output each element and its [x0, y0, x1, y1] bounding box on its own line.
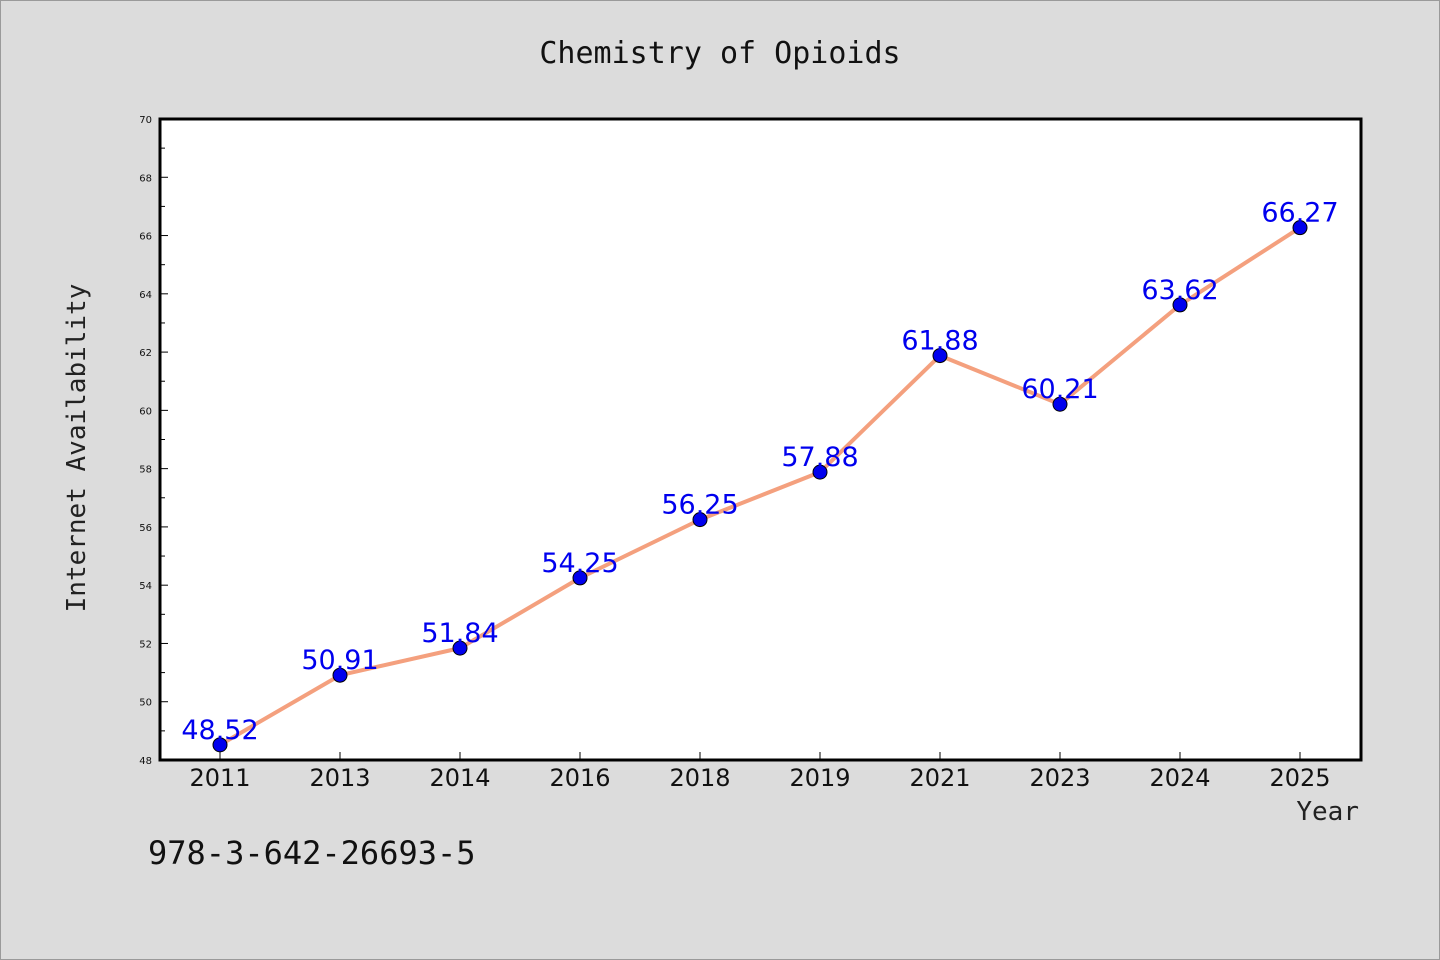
data-label: 63.62: [1141, 275, 1218, 306]
data-point: [1052, 396, 1068, 412]
y-tick-label: 70: [139, 115, 152, 126]
data-label: 60.21: [1021, 374, 1098, 405]
y-tick-label: 56: [139, 523, 152, 534]
y-axis: 48 50 52 54 56 58 60 62 64 66 68 70: [139, 115, 168, 767]
series-line: [218, 225, 1302, 747]
data-label: 66.27: [1261, 198, 1338, 229]
data-markers: [212, 220, 1308, 753]
y-tick-label: 60: [139, 406, 152, 417]
data-label: 61.88: [901, 326, 978, 357]
data-label: 54.25: [541, 548, 618, 579]
data-label: 50.91: [301, 645, 378, 676]
y-tick-label: 66: [139, 232, 152, 243]
series-line-group: [218, 225, 1302, 747]
x-tick-label: 2013: [309, 764, 370, 792]
y-tick-label: 52: [139, 639, 152, 650]
x-tick-label: 2025: [1269, 764, 1330, 792]
y-tick-label: 50: [139, 698, 152, 709]
data-point: [812, 464, 828, 480]
x-axis: 2011 2013 2014 2016 2018 2019 2021 2023 2024 2025: [189, 752, 1331, 792]
y-tick-label: 62: [139, 348, 152, 359]
x-tick-label: 2021: [909, 764, 970, 792]
x-tick-label: 2023: [1029, 764, 1090, 792]
data-label: 48.52: [181, 715, 258, 746]
chart-title: Chemistry of Opioids: [539, 36, 900, 71]
x-tick-label: 2018: [669, 764, 730, 792]
x-tick-label: 2016: [549, 764, 610, 792]
x-tick-label: 2019: [789, 764, 850, 792]
data-label: 57.88: [781, 442, 858, 473]
data-point: [692, 512, 708, 528]
y-axis-label: Internet Availability: [62, 284, 92, 613]
data-label: 56.25: [661, 490, 738, 521]
x-tick-label: 2024: [1149, 764, 1210, 792]
y-tick-label: 58: [139, 465, 152, 476]
y-tick-label: 64: [139, 290, 152, 301]
data-point: [332, 667, 348, 683]
data-point: [1292, 220, 1308, 236]
data-label: 51.84: [421, 618, 498, 649]
data-labels: 48.52 50.91 51.84 54.25 56.25 57.88 61.88 60.21…: [181, 198, 1338, 746]
data-point: [452, 640, 468, 656]
x-axis-label: Year: [1296, 797, 1359, 827]
data-point: [1172, 297, 1188, 313]
plot-area: [158, 117, 1363, 762]
y-tick-label: 68: [139, 173, 152, 184]
y-tick-label: 48: [139, 756, 152, 767]
data-point: [572, 570, 588, 586]
data-point: [212, 737, 228, 753]
isbn-annotation: 978-3-642-26693-5: [148, 834, 476, 872]
x-tick-label: 2014: [429, 764, 490, 792]
data-point: [932, 348, 948, 364]
x-tick-label: 2011: [189, 764, 250, 792]
y-tick-label: 54: [139, 581, 152, 592]
